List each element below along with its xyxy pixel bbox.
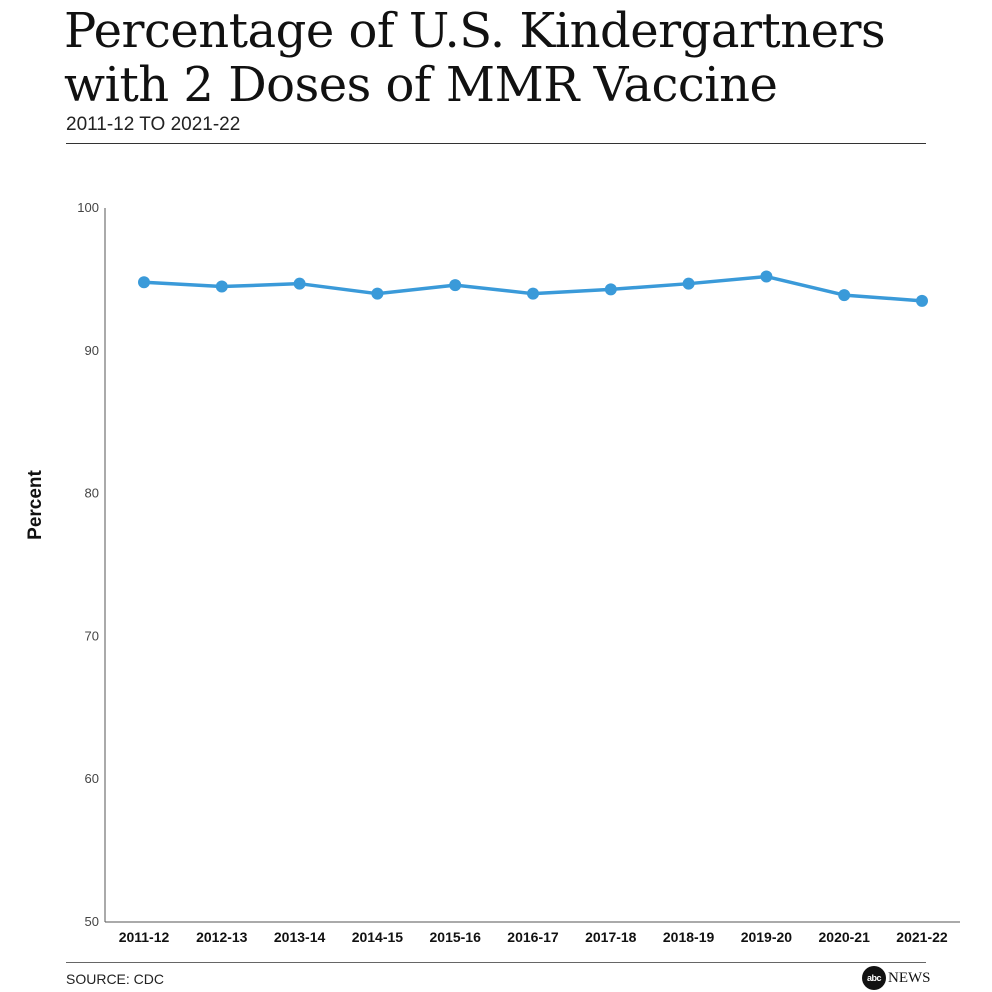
source-note: SOURCE: CDC [66, 971, 165, 987]
x-tick-label: 2018-19 [663, 929, 715, 945]
x-tick-label: 2017-18 [585, 929, 637, 945]
data-point [760, 270, 773, 283]
x-tick-label: 2013-14 [274, 929, 326, 945]
y-tick-label: 60 [85, 771, 99, 786]
x-tick-label: 2015-16 [430, 929, 482, 945]
chart-title: Percentage of U.S. Kindergartners with 2… [64, 3, 886, 113]
x-tick-label: 2016-17 [507, 929, 559, 945]
y-tick-label: 80 [85, 486, 99, 501]
footer-divider [66, 962, 926, 963]
chart-subtitle: 2011-12 TO 2021-22 [66, 114, 241, 135]
data-point [371, 287, 384, 300]
x-tick-label: 2021-22 [896, 929, 948, 945]
y-tick-label: 100 [77, 200, 99, 215]
y-tick-label: 90 [85, 343, 99, 358]
data-point [138, 276, 150, 289]
x-tick-label: 2019-20 [741, 929, 793, 945]
y-tick-label: 50 [85, 914, 99, 929]
data-point [449, 279, 462, 292]
data-point [527, 287, 539, 300]
data-point [604, 283, 617, 296]
y-tick-label: 70 [85, 628, 99, 643]
header-divider [66, 143, 926, 144]
data-point [682, 277, 695, 290]
x-tick-label: 2012-13 [196, 929, 248, 945]
data-point [916, 294, 928, 307]
x-tick-label: 2014-15 [352, 929, 404, 945]
abc-logo-icon: abc [862, 966, 886, 990]
data-point [215, 280, 228, 293]
x-tick-label: 2011-12 [119, 929, 170, 945]
data-point [293, 277, 306, 290]
x-tick-label: 2020-21 [819, 929, 871, 945]
logo-text: NEWS [888, 969, 931, 986]
data-point [838, 289, 851, 302]
abc-news-logo: abc NEWS [862, 966, 931, 990]
